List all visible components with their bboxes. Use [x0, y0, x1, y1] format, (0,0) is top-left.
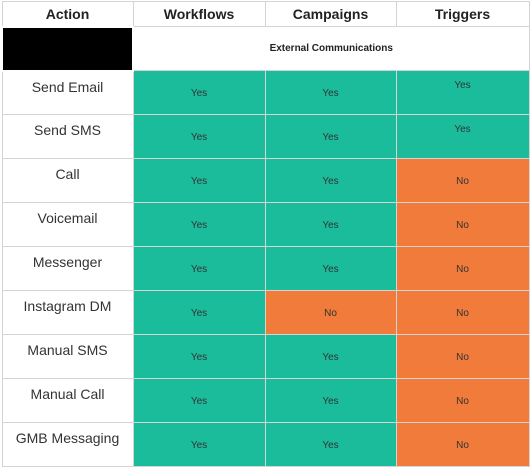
triggers-cell: No [395, 422, 530, 467]
campaigns-cell: Yes [264, 334, 397, 379]
header-campaigns: Campaigns [264, 1, 397, 27]
workflows-cell: Yes [132, 202, 266, 247]
section-row: External Communications [1, 25, 530, 72]
table-row: Voicemail Yes Yes No [1, 202, 530, 247]
action-cell: Instagram DM [1, 290, 134, 335]
action-cell: GMB Messaging [1, 422, 134, 467]
table-row: Send SMS Yes Yes Yes [1, 114, 530, 159]
action-cell: Send SMS [1, 114, 134, 159]
campaigns-cell: Yes [264, 378, 397, 423]
workflows-cell: Yes [132, 70, 266, 115]
section-label: External Communications [132, 26, 530, 71]
header-row: Action Workflows Campaigns Triggers [1, 1, 530, 27]
triggers-cell: No [395, 158, 530, 203]
table-row: Send Email Yes Yes Yes [1, 70, 530, 115]
campaigns-cell: Yes [264, 422, 397, 467]
table-row: GMB Messaging Yes Yes No [1, 422, 530, 467]
campaigns-cell: Yes [264, 158, 397, 203]
table-row: Messenger Yes Yes No [1, 246, 530, 291]
triggers-cell: No [395, 202, 530, 247]
triggers-cell: No [395, 378, 530, 423]
campaigns-cell: Yes [264, 202, 397, 247]
table-row: Instagram DM Yes No No [1, 290, 530, 335]
workflows-cell: Yes [132, 158, 266, 203]
triggers-cell: Yes [395, 114, 530, 159]
workflows-cell: Yes [132, 378, 266, 423]
campaigns-cell: Yes [264, 70, 397, 115]
header-action: Action [1, 1, 134, 27]
action-cell: Voicemail [1, 202, 134, 247]
action-cell: Manual Call [1, 378, 134, 423]
triggers-cell: No [395, 334, 530, 379]
workflows-cell: Yes [132, 114, 266, 159]
campaigns-cell: No [264, 290, 397, 335]
workflows-cell: Yes [132, 246, 266, 291]
campaigns-cell: Yes [264, 114, 397, 159]
table-row: Manual Call Yes Yes No [1, 378, 530, 423]
triggers-cell: Yes [395, 70, 530, 115]
header-workflows: Workflows [132, 1, 266, 27]
workflows-cell: Yes [132, 334, 266, 379]
campaigns-cell: Yes [264, 246, 397, 291]
section-black-block [1, 25, 134, 72]
triggers-cell: No [395, 290, 530, 335]
triggers-cell: No [395, 246, 530, 291]
header-triggers: Triggers [395, 1, 530, 27]
workflows-cell: Yes [132, 290, 266, 335]
table-row: Call Yes Yes No [1, 158, 530, 203]
action-cell: Manual SMS [1, 334, 134, 379]
workflows-cell: Yes [132, 422, 266, 467]
action-cell: Call [1, 158, 134, 203]
action-cell: Messenger [1, 246, 134, 291]
action-cell: Send Email [1, 70, 134, 115]
table-row: Manual SMS Yes Yes No [1, 334, 530, 379]
